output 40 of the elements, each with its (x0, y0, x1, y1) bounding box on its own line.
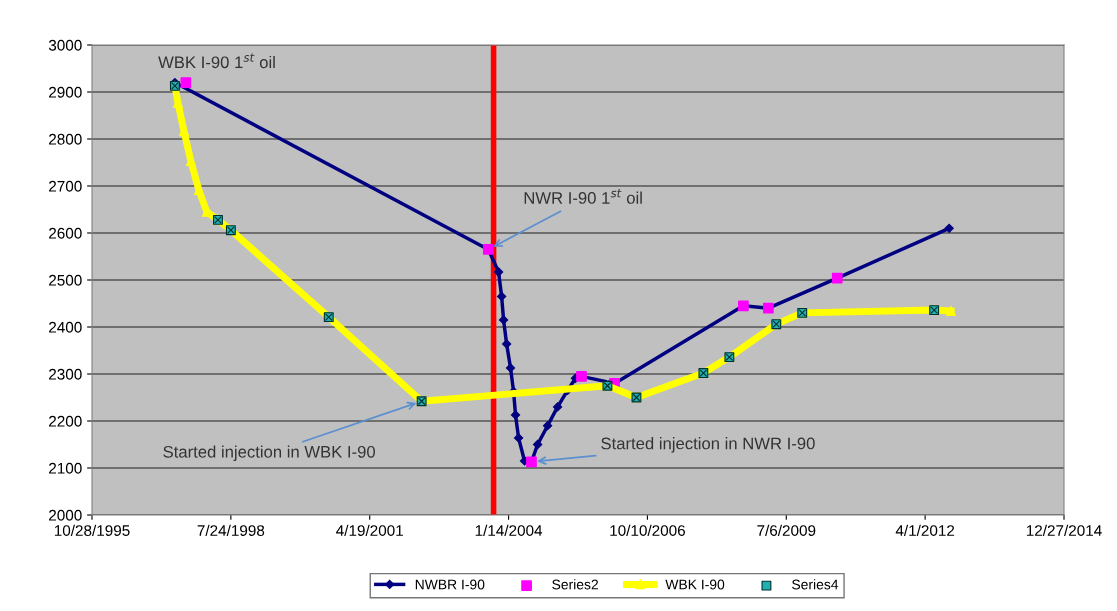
y-tick-label: 2500 (49, 274, 82, 286)
y-tick-label: 2100 (49, 462, 82, 474)
point (542, 421, 553, 431)
x-tick-label: 12/27/2014 (1026, 524, 1102, 536)
y-tick-label: 2300 (49, 368, 82, 380)
legend-label: WBK I-90 (665, 579, 725, 590)
x-tick-label: 7/6/2009 (757, 524, 816, 536)
point (505, 363, 516, 373)
y-tick-label: 2200 (49, 415, 82, 427)
legend-label: Series2 (552, 579, 598, 590)
point (513, 433, 524, 443)
annotation: Started injection in WBK I-90 (163, 445, 375, 462)
y-tick-label: 2700 (49, 180, 82, 192)
point (498, 315, 509, 325)
point (552, 402, 563, 412)
point (502, 339, 512, 349)
x-tick-label: 4/19/2001 (336, 524, 403, 536)
x-tick-label: 1/14/2004 (475, 524, 543, 536)
x-tick-label: 10/28/1995 (54, 524, 130, 536)
y-tick-label: 3000 (48, 39, 82, 51)
point (510, 410, 521, 420)
point (497, 291, 507, 302)
y-tick-label: 2600 (49, 227, 82, 239)
legend-label: NWBR I-90 (415, 579, 485, 590)
point (944, 223, 954, 233)
point (532, 439, 543, 450)
x-tick-label: 7/24/1998 (197, 524, 265, 536)
y-tick-label: 2900 (49, 86, 82, 98)
point (493, 267, 504, 277)
x-tick-label: 4/1/2012 (895, 524, 955, 536)
annotation: WBK I-90 1$^{st}$ oil (158, 53, 275, 69)
annotation: NWR I-90 1$^{st}$ oil (524, 189, 642, 204)
x-tick-label: 10/10/2006 (610, 524, 685, 536)
y-tick-label: 2400 (49, 321, 82, 333)
point (180, 77, 192, 88)
annotation: Started injection in NWR I-90 (601, 437, 815, 453)
y-tick-label: 2000 (49, 509, 82, 521)
y-tick-label: 2800 (49, 133, 82, 145)
legend-label: Series4 (792, 579, 839, 590)
point (946, 306, 956, 316)
